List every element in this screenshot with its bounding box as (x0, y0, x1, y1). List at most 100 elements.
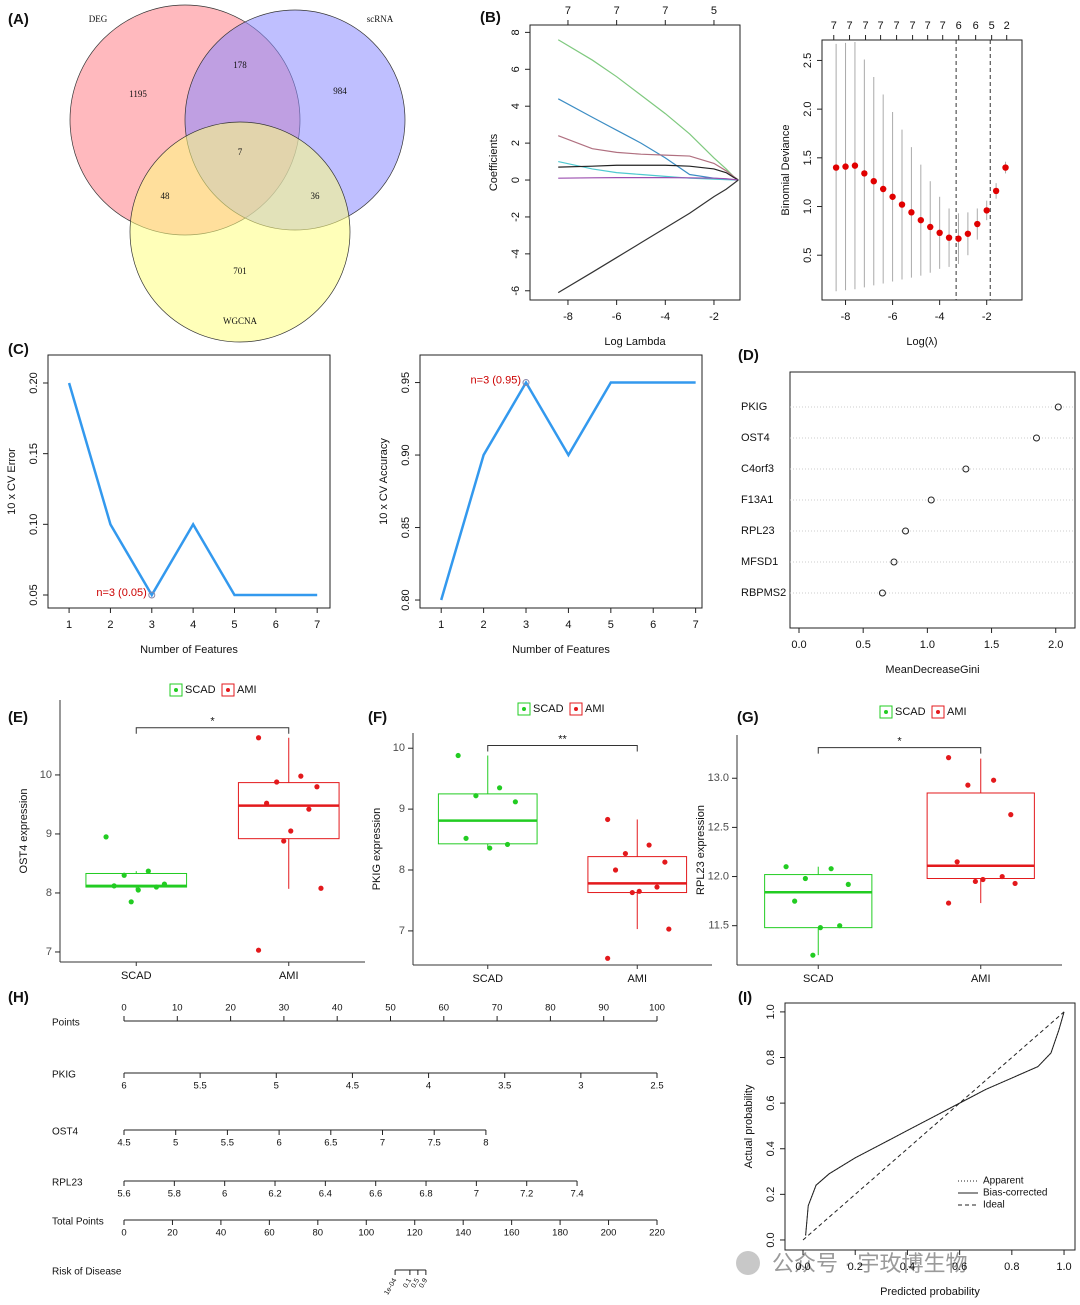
y-tick-label: 9 (46, 828, 52, 840)
panel-label: (D) (738, 347, 759, 364)
y-tick-label: 13.0 (708, 772, 729, 784)
x-tick-label: -2 (709, 311, 719, 323)
tick-label: 1e-04 (383, 1277, 398, 1296)
box (237, 782, 340, 840)
region-count: 178 (233, 60, 247, 70)
category-label: MFSD1 (741, 556, 778, 568)
box (926, 792, 1035, 880)
top-tick-label: 7 (862, 20, 868, 32)
point (274, 779, 280, 785)
row-label: RPL23 (52, 1178, 83, 1189)
calibration-curve (802, 1011, 1065, 1241)
tick-label: 50 (385, 1003, 396, 1014)
point (936, 229, 943, 237)
tick-label: 140 (455, 1228, 471, 1239)
plot-frame (821, 39, 1023, 301)
tick-label: 5.5 (221, 1138, 234, 1149)
point (103, 834, 109, 840)
y-tick-label: 0.85 (400, 517, 412, 538)
top-tick-label: 2 (1004, 20, 1010, 32)
point (314, 784, 320, 790)
coefficient-path (558, 135, 739, 181)
point (817, 925, 823, 931)
highlight-point (148, 591, 156, 599)
tick-label: 70 (492, 1003, 503, 1014)
x-tick-label: AMI (627, 973, 647, 985)
point (255, 947, 262, 953)
point (964, 230, 972, 237)
y-axis-label: Coefficients (488, 133, 500, 191)
point (255, 735, 262, 741)
coefficient-path (557, 39, 739, 181)
point (999, 873, 1005, 880)
point (636, 888, 642, 894)
row-label: PKIG (52, 1070, 76, 1081)
top-tick-label: 6 (956, 20, 962, 32)
point (832, 164, 840, 171)
legend-key-dot (174, 688, 178, 692)
y-tick-label: 8 (46, 887, 52, 899)
tick-label: 0.9 (418, 1277, 429, 1289)
panel-label: (H) (8, 989, 29, 1006)
tick-label: 100 (358, 1228, 374, 1239)
x-tick-label: -6 (888, 311, 898, 323)
coefficient-path (558, 177, 739, 181)
set-label: DEG (89, 14, 108, 24)
tick-label: 60 (264, 1228, 275, 1239)
tick-label: 5 (173, 1138, 178, 1149)
y-tick-label: 0.95 (400, 372, 412, 393)
x-tick-label: 5 (608, 619, 614, 631)
tick-label: 6.8 (419, 1189, 432, 1200)
x-tick-label: 1 (66, 619, 72, 631)
y-tick-label: 1.0 (765, 1004, 777, 1019)
region-count: 984 (333, 86, 347, 96)
top-tick-label: 7 (894, 20, 900, 32)
point (955, 235, 962, 242)
top-tick-label: 7 (662, 5, 668, 17)
x-tick-label: 4 (190, 619, 196, 631)
panel-label: (I) (738, 989, 752, 1006)
row-label: Total Points (52, 1217, 104, 1228)
top-tick-label: 7 (940, 20, 946, 32)
x-tick-label: SCAD (803, 973, 834, 985)
legend-label: SCAD (533, 703, 564, 715)
point (121, 872, 127, 878)
point (281, 838, 287, 844)
point (1008, 812, 1014, 818)
top-tick-label: 7 (565, 5, 571, 17)
tick-label: 220 (649, 1228, 665, 1239)
region-count: 701 (233, 266, 247, 276)
x-tick-label: -4 (660, 311, 670, 323)
y-tick-label: 2 (510, 140, 522, 146)
point (792, 898, 798, 904)
panel-label: (E) (8, 709, 28, 726)
point (605, 816, 611, 823)
box (764, 874, 873, 929)
plot-frame (784, 1002, 1076, 1251)
y-tick-label: 0.10 (28, 514, 40, 535)
x-axis-label: Number of Features (140, 644, 238, 656)
tick-label: 30 (279, 1003, 290, 1014)
y-tick-label: -6 (510, 286, 522, 296)
point (463, 835, 469, 841)
x-tick-label: -8 (563, 311, 573, 323)
x-tick-label: 1.0 (1056, 1261, 1071, 1273)
tick-label: 7.2 (520, 1189, 533, 1200)
tick-label: 5.8 (168, 1189, 181, 1200)
top-tick-label: 5 (711, 5, 717, 17)
point (917, 216, 925, 224)
dot (890, 558, 898, 566)
point (945, 234, 953, 241)
tick-label: 6.2 (268, 1189, 281, 1200)
x-tick-label: 6 (650, 619, 656, 631)
x-axis-label: Number of Features (512, 644, 610, 656)
point (264, 800, 270, 806)
y-tick-label: -4 (510, 249, 522, 259)
tick-label: 3.5 (498, 1081, 511, 1092)
significance: * (210, 716, 215, 728)
tick-label: 6 (121, 1081, 126, 1092)
region-count: 48 (161, 191, 171, 201)
y-tick-label: 8 (399, 864, 405, 876)
x-axis-label: Predicted probability (880, 1286, 980, 1298)
